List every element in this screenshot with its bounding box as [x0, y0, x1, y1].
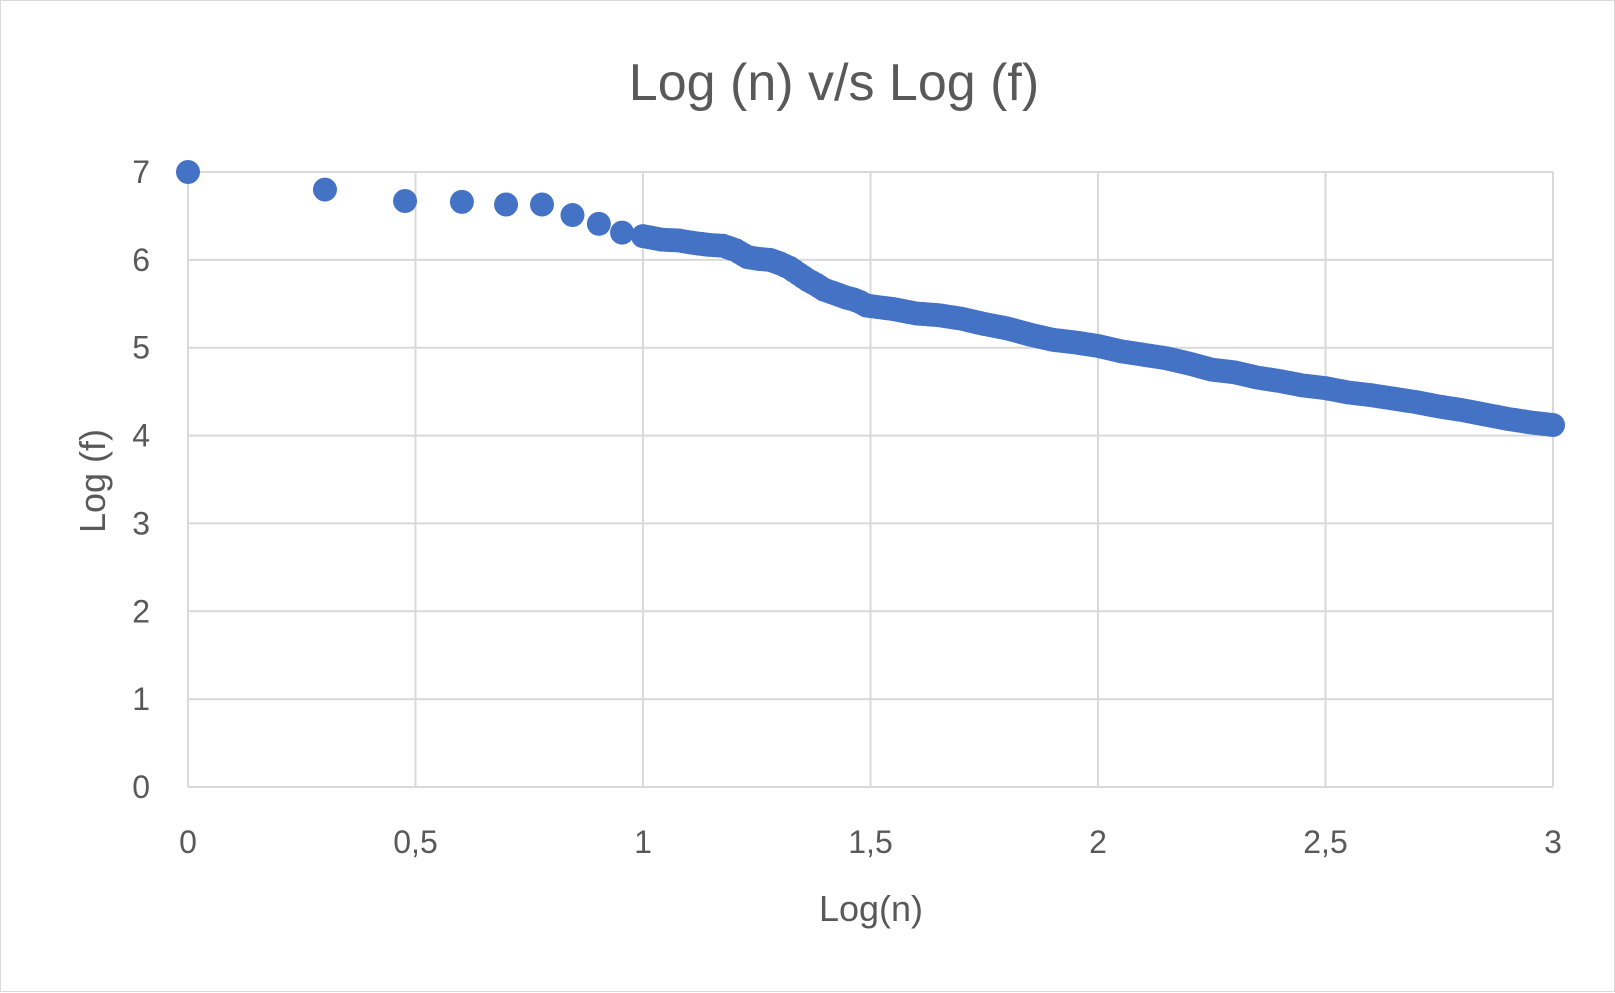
- data-point: [560, 203, 585, 228]
- data-points: [176, 160, 1565, 438]
- y-tick-label: 3: [132, 505, 150, 541]
- y-tick-labels: 0 1 2 3 4 5 6 7: [132, 154, 150, 805]
- x-tick-labels: 0 0,5 1 1,5 2 2,5 3: [179, 824, 1562, 860]
- data-point: [176, 160, 200, 184]
- x-tick-label: 2: [1089, 824, 1107, 860]
- y-tick-label: 0: [132, 769, 150, 805]
- x-tick-label: 0: [179, 824, 197, 860]
- x-tick-label: 1: [634, 824, 652, 860]
- y-tick-label: 2: [132, 593, 150, 629]
- y-tick-label: 6: [132, 242, 150, 278]
- x-tick-label: 0,5: [393, 824, 437, 860]
- data-point: [586, 211, 611, 236]
- data-point: [494, 192, 519, 217]
- data-point: [449, 189, 474, 214]
- data-point: [610, 220, 635, 245]
- y-tick-label: 1: [132, 681, 150, 717]
- x-tick-label: 3: [1544, 824, 1562, 860]
- data-point: [393, 188, 418, 213]
- x-tick-label: 2,5: [1303, 824, 1347, 860]
- data-point: [312, 177, 337, 202]
- data-point: [529, 192, 554, 217]
- gridlines: [187, 171, 1554, 788]
- y-tick-label: 7: [132, 154, 150, 190]
- chart-title: Log (n) v/s Log (f): [629, 54, 1039, 112]
- data-point: [1541, 413, 1565, 438]
- y-axis-title: Log (f): [72, 429, 113, 533]
- x-axis-title: Log(n): [819, 888, 923, 929]
- x-tick-label: 1,5: [848, 824, 892, 860]
- y-tick-label: 4: [132, 418, 150, 454]
- y-tick-label: 5: [132, 330, 150, 366]
